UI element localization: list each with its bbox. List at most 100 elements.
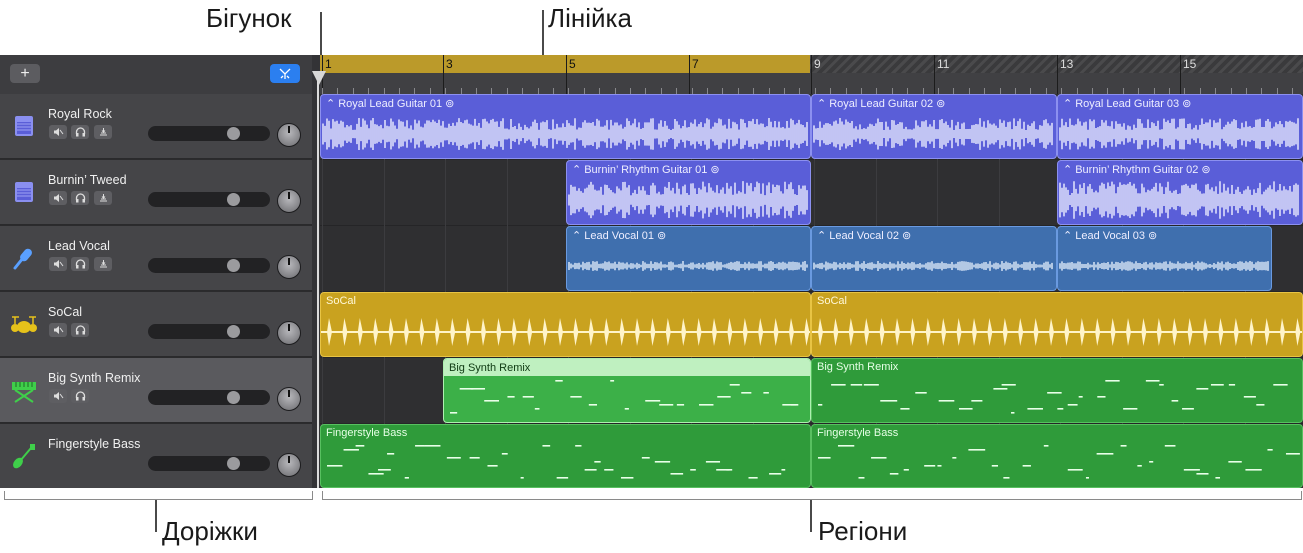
mute-button[interactable] — [49, 389, 67, 403]
drum-hit — [1079, 318, 1085, 346]
pan-knob[interactable] — [277, 123, 301, 147]
midi-note — [484, 400, 500, 402]
region-socal-1[interactable]: SoCal — [320, 292, 811, 357]
region-burnin-rhythm-guitar-01[interactable]: ⌃ Burnin’ Rhythm Guitar 01 ⊚ — [566, 160, 811, 225]
midi-note — [1159, 384, 1164, 386]
midi-note — [1171, 400, 1179, 402]
volume-slider[interactable] — [148, 456, 270, 471]
track-header-burnin-tweed[interactable]: Burnin’ Tweed — [0, 160, 312, 225]
ruler-tick — [414, 88, 416, 94]
record-enable-button[interactable] — [94, 257, 112, 271]
ruler-tick — [691, 88, 693, 94]
midi-note — [937, 465, 942, 467]
filter-icon — [279, 68, 291, 79]
record-enable-button[interactable] — [94, 191, 112, 205]
region-lead-vocal-03[interactable]: ⌃ Lead Vocal 03 ⊚ — [1057, 226, 1272, 291]
playhead[interactable] — [317, 73, 319, 488]
volume-slider[interactable] — [148, 258, 270, 273]
record-enable-button[interactable] — [94, 125, 112, 139]
regions-bracket — [322, 491, 1302, 500]
track-header-royal-rock[interactable]: Royal Rock — [0, 94, 312, 159]
volume-slider[interactable] — [148, 192, 270, 207]
volume-knob[interactable] — [227, 193, 240, 206]
midi-note — [781, 469, 786, 471]
midi-note — [1047, 392, 1062, 394]
region-royal-lead-guitar-02[interactable]: ⌃ Royal Lead Guitar 02 ⊚ — [811, 94, 1057, 159]
playhead-handle[interactable] — [312, 71, 326, 85]
region-label: ⌃ Lead Vocal 02 ⊚ — [817, 229, 911, 243]
ruler-inactive-area — [810, 55, 1303, 73]
region-royal-lead-guitar-01[interactable]: ⌃ Royal Lead Guitar 01 ⊚ — [320, 94, 811, 159]
add-track-button[interactable]: + — [10, 64, 40, 83]
drum-hit — [833, 318, 839, 346]
bar-number: 5 — [569, 57, 576, 71]
region-big-synth-remix-1-selected[interactable]: Big Synth Remix — [443, 358, 811, 423]
region-fingerstyle-bass-1[interactable]: Fingerstyle Bass — [320, 424, 811, 488]
region-name: Lead Vocal 02 — [829, 229, 899, 242]
bar-marker — [811, 55, 812, 94]
drum-hit — [956, 318, 962, 346]
midi-notes — [327, 445, 786, 479]
ruler-tick — [445, 88, 447, 94]
midi-note — [624, 408, 629, 410]
pan-knob[interactable] — [277, 387, 301, 411]
ruler-tick — [1184, 88, 1186, 94]
mute-button[interactable] — [49, 191, 67, 205]
cycle-region[interactable] — [320, 55, 810, 73]
drum-hit — [542, 318, 548, 346]
region-burnin-rhythm-guitar-02[interactable]: ⌃ Burnin’ Rhythm Guitar 02 ⊚ — [1057, 160, 1303, 225]
track-area-divider[interactable] — [312, 55, 320, 488]
volume-knob[interactable] — [227, 457, 240, 470]
volume-knob[interactable] — [227, 127, 240, 140]
region-name: Burnin’ Rhythm Guitar 01 — [584, 163, 708, 176]
volume-knob[interactable] — [227, 391, 240, 404]
drum-hit — [895, 318, 900, 346]
loop-icon: ⊚ — [1201, 164, 1211, 176]
region-name: Fingerstyle Bass — [817, 427, 899, 439]
ruler-tick — [383, 88, 385, 94]
midi-note — [1267, 449, 1273, 451]
mute-button[interactable] — [49, 323, 67, 337]
track-header-fingerstyle-bass[interactable]: Fingerstyle Bass — [0, 424, 312, 488]
volume-slider[interactable] — [148, 324, 270, 339]
region-big-synth-remix-2[interactable]: Big Synth Remix — [811, 358, 1303, 423]
region-socal-2[interactable]: SoCal — [811, 292, 1303, 357]
solo-button[interactable] — [71, 125, 89, 139]
pan-knob[interactable] — [277, 453, 301, 477]
track-header-big-synth-remix[interactable]: Big Synth Remix — [0, 358, 312, 423]
mute-button[interactable] — [49, 125, 67, 139]
speaker-mute-icon — [53, 392, 63, 400]
tracks-area[interactable]: ⌃ Royal Lead Guitar 01 ⊚ ⌃ Royal Lead Guita… — [320, 94, 1303, 488]
smart-controls-filter-button[interactable] — [270, 64, 300, 83]
midi-note — [670, 473, 684, 475]
pan-knob[interactable] — [277, 189, 301, 213]
midi-note — [1027, 408, 1043, 410]
region-royal-lead-guitar-03[interactable]: ⌃ Royal Lead Guitar 03 ⊚ — [1057, 94, 1303, 159]
solo-button[interactable] — [71, 389, 89, 403]
headphones-icon — [75, 193, 85, 203]
region-lead-vocal-02[interactable]: ⌃ Lead Vocal 02 ⊚ — [811, 226, 1057, 291]
volume-slider[interactable] — [148, 390, 270, 405]
track-header-socal[interactable]: SoCal — [0, 292, 312, 357]
midi-note — [889, 473, 899, 475]
beat-grid-line — [322, 94, 323, 488]
drum-hit — [1172, 318, 1178, 346]
mute-button[interactable] — [49, 257, 67, 271]
region-fingerstyle-bass-2[interactable]: Fingerstyle Bass — [811, 424, 1303, 488]
drum-hit — [604, 318, 610, 346]
ruler[interactable]: 1 3 5 7 9 11 13 15 — [320, 55, 1303, 94]
pan-knob[interactable] — [277, 321, 301, 345]
solo-button[interactable] — [71, 191, 89, 205]
ruler-tick — [876, 88, 878, 94]
region-lead-vocal-01[interactable]: ⌃ Lead Vocal 01 ⊚ — [566, 226, 811, 291]
volume-knob[interactable] — [227, 259, 240, 272]
solo-button[interactable] — [71, 257, 89, 271]
drum-hit — [373, 318, 379, 346]
track-header-lead-vocal[interactable]: Lead Vocal — [0, 226, 312, 291]
midi-note — [327, 465, 343, 467]
solo-button[interactable] — [71, 323, 89, 337]
volume-knob[interactable] — [227, 325, 240, 338]
volume-slider[interactable] — [148, 126, 270, 141]
ruler-tick — [1261, 88, 1263, 94]
pan-knob[interactable] — [277, 255, 301, 279]
